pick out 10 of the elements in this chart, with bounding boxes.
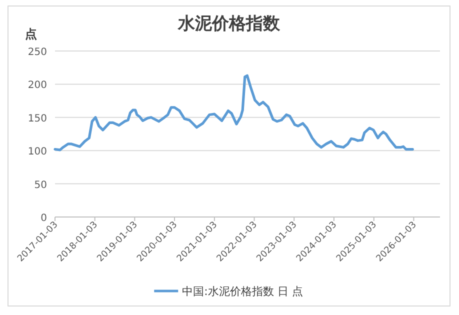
- y-tick-label: 0: [40, 213, 47, 224]
- line-series: [54, 74, 414, 152]
- y-axis-title: 点: [25, 27, 37, 41]
- y-tick-label: 200: [28, 80, 47, 92]
- y-tick-label: 150: [28, 113, 47, 124]
- y-tick-label: 100: [28, 146, 47, 158]
- legend-label: 中国:水泥价格指数 日 点: [182, 285, 303, 298]
- y-tick-label: 50: [34, 180, 47, 191]
- chart-title: 水泥价格指数: [177, 14, 281, 34]
- y-tick-label: 250: [28, 47, 47, 58]
